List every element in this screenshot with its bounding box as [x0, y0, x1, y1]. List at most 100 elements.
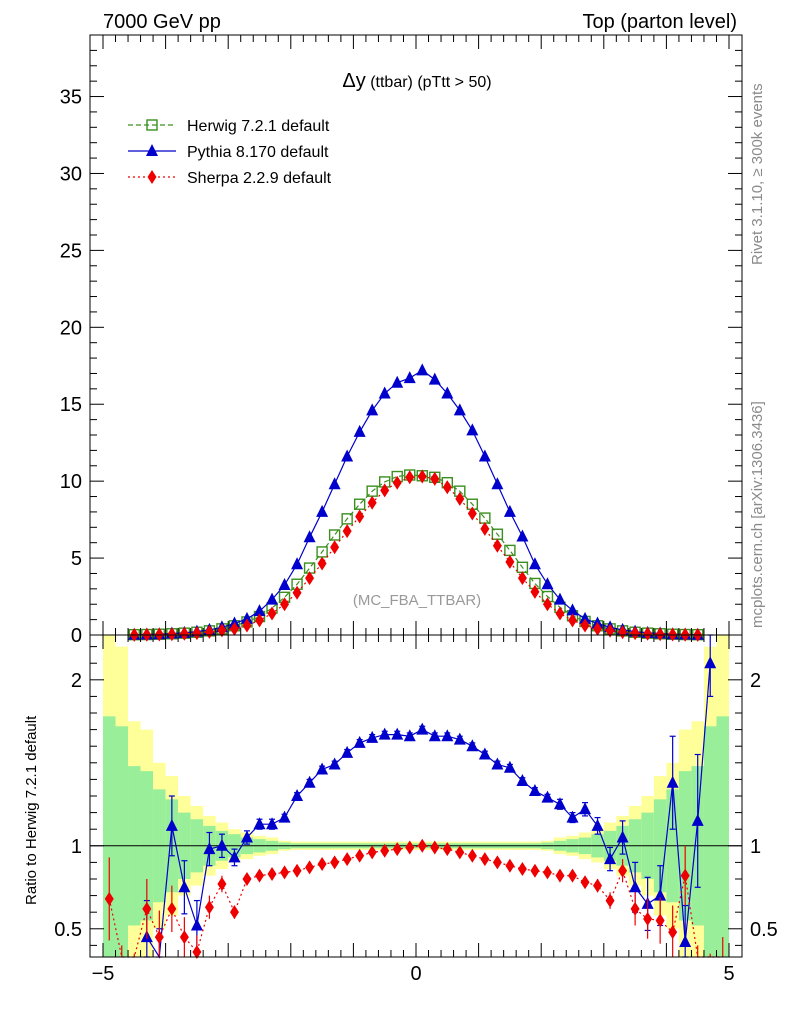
data-point-sherpa	[593, 621, 603, 636]
data-point-pythia	[303, 530, 316, 543]
ratio-point-pythia	[579, 802, 592, 815]
data-point-sherpa	[255, 613, 264, 628]
data-point-pythia	[416, 363, 429, 376]
data-point-pythia	[441, 386, 454, 399]
ratio-point-sherpa	[530, 863, 540, 878]
data-point-sherpa	[655, 627, 665, 642]
data-point-pythia	[240, 611, 253, 624]
ratio-point-sherpa	[392, 842, 402, 857]
data-point-sherpa	[530, 584, 540, 599]
ratio-point-sherpa	[480, 852, 490, 867]
legend-entry-pythia: Pythia 8.170 default	[128, 144, 329, 161]
ratio-point-pythia	[165, 818, 178, 831]
data-point-pythia	[553, 592, 566, 605]
plot-title-rest: (ttbar) (pTtt > 50)	[366, 74, 492, 91]
legend-label-pythia: Pythia 8.170 default	[187, 144, 329, 161]
ratio-line-pythia	[146, 663, 711, 959]
data-point-sherpa	[217, 623, 227, 638]
data-point-pythia	[503, 504, 516, 517]
ratio-point-sherpa	[342, 852, 352, 867]
ratio-point-pythia	[466, 739, 479, 752]
data-point-pythia	[378, 386, 391, 399]
data-point-sherpa	[442, 480, 452, 495]
y-tick-label: 25	[60, 240, 82, 262]
series-line-herwig	[134, 474, 698, 636]
ratio-point-sherpa	[317, 857, 327, 872]
legend-label-sherpa: Sherpa 2.2.9 default	[187, 170, 332, 187]
ratio-point-pythia	[403, 729, 416, 742]
ratio-point-sherpa	[292, 863, 302, 878]
ratio-point-sherpa	[179, 930, 189, 945]
ratio-point-pythia	[353, 735, 366, 748]
data-point-sherpa	[580, 618, 590, 633]
ratio-point-sherpa	[192, 945, 202, 960]
header-process-label: Top (parton level)	[582, 11, 737, 33]
data-point-sherpa	[455, 491, 465, 506]
y-tick-label: 10	[60, 471, 82, 493]
data-point-pythia	[266, 592, 279, 605]
y-tick-label: 20	[60, 317, 82, 339]
data-point-pythia	[516, 529, 529, 542]
data-point-pythia	[391, 375, 404, 388]
data-point-sherpa	[229, 621, 239, 636]
ratio-point-pythia	[190, 918, 203, 931]
data-point-herwig	[504, 544, 516, 557]
ratio-point-sherpa	[467, 848, 477, 863]
ratio-point-sherpa	[204, 900, 214, 915]
ratio-point-sherpa	[442, 842, 452, 857]
ratio-point-pythia	[240, 830, 253, 843]
ratio-point-sherpa	[555, 868, 565, 883]
ratio-point-pythia	[453, 732, 466, 745]
ratio-series-sherpa	[104, 838, 724, 960]
ratio-y-tick-label-left: 1	[71, 836, 82, 858]
data-point-sherpa	[267, 606, 277, 621]
ratio-point-sherpa	[668, 925, 678, 940]
data-point-pythia	[579, 611, 592, 624]
ratio-point-sherpa	[593, 878, 603, 893]
ratio-point-pythia	[428, 729, 441, 742]
ratio-point-pythia	[478, 747, 491, 760]
ratio-point-sherpa	[517, 862, 527, 877]
ratio-point-sherpa	[680, 868, 690, 883]
ratio-point-sherpa	[104, 891, 114, 906]
ratio-y-axis-label: Ratio to Herwig 7.2.1 default	[23, 715, 40, 905]
series-herwig	[128, 469, 704, 641]
ratio-y-tick-label-left: 2	[71, 670, 82, 692]
data-point-sherpa	[555, 606, 565, 621]
data-point-pythia	[541, 577, 554, 590]
data-point-pythia	[341, 449, 354, 462]
ratio-point-sherpa	[305, 860, 315, 875]
legend-marker-herwig	[146, 119, 158, 131]
ratio-point-pythia	[691, 813, 704, 826]
data-point-pythia	[491, 477, 504, 490]
ratio-point-pythia	[654, 888, 667, 901]
data-point-sherpa	[330, 540, 340, 555]
x-tick-label: 0	[410, 963, 421, 985]
ratio-point-sherpa	[242, 871, 252, 886]
data-point-sherpa	[317, 556, 327, 571]
data-point-pythia	[528, 557, 541, 570]
data-point-sherpa	[380, 483, 390, 498]
ratio-point-pythia	[291, 789, 304, 801]
ratio-point-sherpa	[430, 840, 440, 855]
data-point-pythia	[466, 423, 479, 436]
ratio-point-sherpa	[217, 876, 227, 891]
data-point-pythia	[566, 603, 579, 616]
ratio-point-sherpa	[643, 911, 653, 926]
ratio-point-sherpa	[267, 867, 277, 882]
legend-marker-pythia	[146, 144, 158, 156]
ratio-point-pythia	[266, 817, 279, 830]
data-point-pythia	[316, 504, 329, 517]
legend-entry-sherpa: Sherpa 2.2.9 default	[128, 170, 332, 187]
data-point-herwig	[341, 513, 353, 525]
data-point-sherpa	[467, 506, 477, 521]
ratio-point-pythia	[553, 797, 566, 810]
ratio-point-sherpa	[380, 843, 390, 858]
data-point-sherpa	[192, 626, 202, 641]
ratio-point-sherpa	[167, 901, 177, 916]
y-tick-label: 15	[60, 394, 82, 416]
data-point-sherpa	[405, 470, 415, 485]
data-point-sherpa	[292, 585, 302, 600]
ratio-series-pythia	[140, 634, 717, 959]
data-point-pythia	[428, 372, 441, 385]
